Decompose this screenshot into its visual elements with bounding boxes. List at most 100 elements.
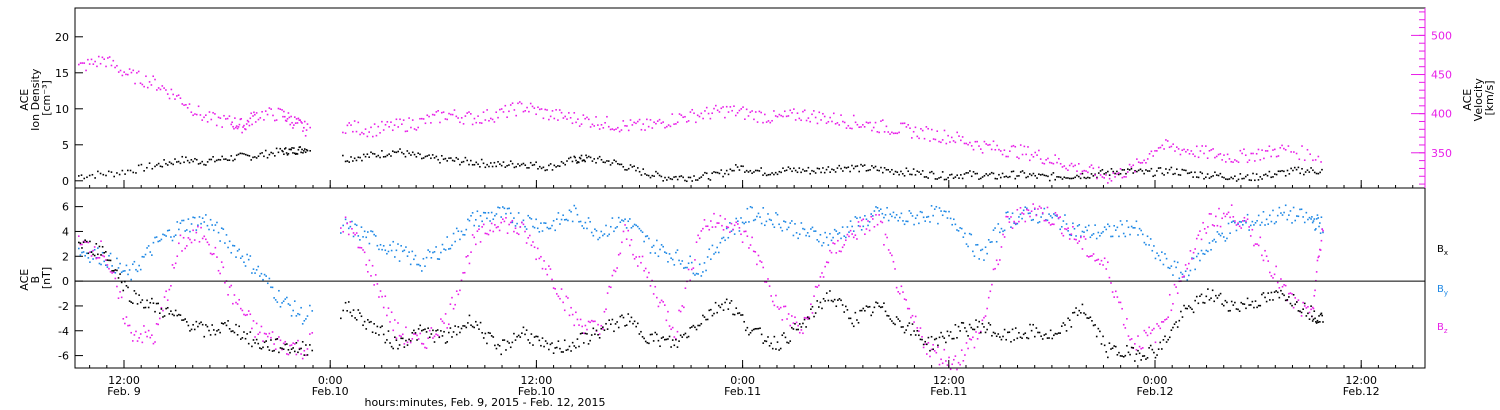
bz-point: [938, 363, 941, 366]
by-point: [281, 302, 283, 304]
density-point: [1179, 174, 1182, 176]
bx-point: [1118, 351, 1120, 354]
bx-point: [779, 347, 782, 350]
density-point: [295, 152, 298, 155]
bz-point: [246, 313, 248, 316]
bz-point: [1014, 222, 1017, 225]
bx-point: [370, 320, 372, 323]
bz-point: [1176, 292, 1179, 294]
velocity-point: [1303, 159, 1306, 161]
density-point: [1021, 170, 1024, 172]
velocity-point: [887, 131, 890, 133]
bx-point: [1210, 297, 1212, 299]
bx-point: [1317, 321, 1320, 324]
by-point: [374, 235, 377, 237]
bx-point: [1176, 326, 1179, 328]
density-point: [912, 168, 915, 170]
density-point: [226, 159, 229, 162]
by-point: [952, 218, 955, 221]
density-point: [618, 163, 621, 166]
by-point: [114, 271, 117, 274]
velocity-point: [813, 110, 815, 112]
bx-point: [152, 302, 155, 304]
density-point: [1255, 173, 1258, 175]
bz-point: [93, 246, 96, 248]
bz-point: [903, 298, 906, 300]
bx-point: [281, 347, 283, 350]
bz-point: [1161, 321, 1163, 323]
velocity-point: [678, 113, 681, 115]
density-point: [760, 167, 762, 169]
velocity-point: [535, 113, 537, 116]
density-point: [290, 148, 292, 151]
velocity-point: [479, 122, 481, 124]
bx-point: [1175, 321, 1177, 323]
density-point: [350, 156, 352, 158]
density-point: [548, 164, 550, 167]
bz-point: [576, 318, 579, 321]
bz-point: [342, 230, 345, 233]
by-point: [976, 243, 979, 246]
bz-point: [1243, 216, 1246, 219]
by-point: [147, 245, 150, 247]
density-point: [700, 176, 703, 178]
bz-point: [1195, 237, 1198, 240]
by-point: [721, 237, 723, 240]
bx-point: [141, 299, 144, 301]
bx-point: [120, 281, 123, 284]
bz-point: [154, 341, 156, 343]
bz-point: [689, 279, 691, 282]
by-point: [725, 227, 728, 230]
density-point: [194, 157, 196, 160]
bz-point: [266, 335, 269, 338]
velocity-point: [293, 124, 295, 126]
by-point: [918, 222, 920, 225]
velocity-point: [640, 128, 643, 131]
by-point: [1078, 224, 1081, 226]
velocity-point: [1079, 173, 1082, 175]
density-point: [1112, 170, 1115, 173]
bx-point: [1269, 299, 1271, 301]
density-point: [1028, 173, 1031, 175]
by-point: [1065, 223, 1068, 225]
density-point: [1088, 177, 1091, 179]
velocity-point: [602, 127, 605, 129]
density-point: [1134, 169, 1136, 172]
density-point: [421, 157, 423, 160]
bx-point: [776, 341, 779, 343]
velocity-point: [754, 111, 757, 113]
by-point: [633, 223, 636, 226]
velocity-point: [1123, 175, 1125, 178]
by-point: [1043, 207, 1046, 210]
velocity-point: [519, 101, 521, 103]
by-point: [752, 219, 755, 222]
bz-point: [371, 264, 374, 267]
velocity-point: [110, 64, 113, 67]
density-point: [302, 151, 304, 154]
bx-point: [767, 336, 769, 338]
bz-point: [1043, 219, 1046, 222]
bx-point: [830, 299, 833, 302]
by-point: [259, 275, 261, 277]
velocity-point: [263, 119, 265, 121]
bz-point: [713, 212, 715, 215]
bx-point: [205, 324, 207, 326]
bz-point: [143, 325, 145, 327]
velocity-point: [1317, 155, 1320, 158]
velocity-point: [905, 126, 908, 128]
by-point: [408, 251, 410, 253]
density-point: [252, 156, 254, 159]
by-point: [687, 262, 690, 265]
velocity-point: [388, 125, 390, 128]
velocity-point: [1003, 149, 1006, 152]
bz-point: [452, 307, 455, 310]
density-point: [368, 156, 370, 158]
density-point: [731, 169, 733, 172]
bx-point: [103, 251, 106, 254]
bz-point: [884, 233, 887, 236]
bx-point: [428, 336, 431, 339]
by-point: [749, 206, 752, 208]
bx-point: [219, 331, 221, 334]
bz-point: [1095, 259, 1098, 261]
